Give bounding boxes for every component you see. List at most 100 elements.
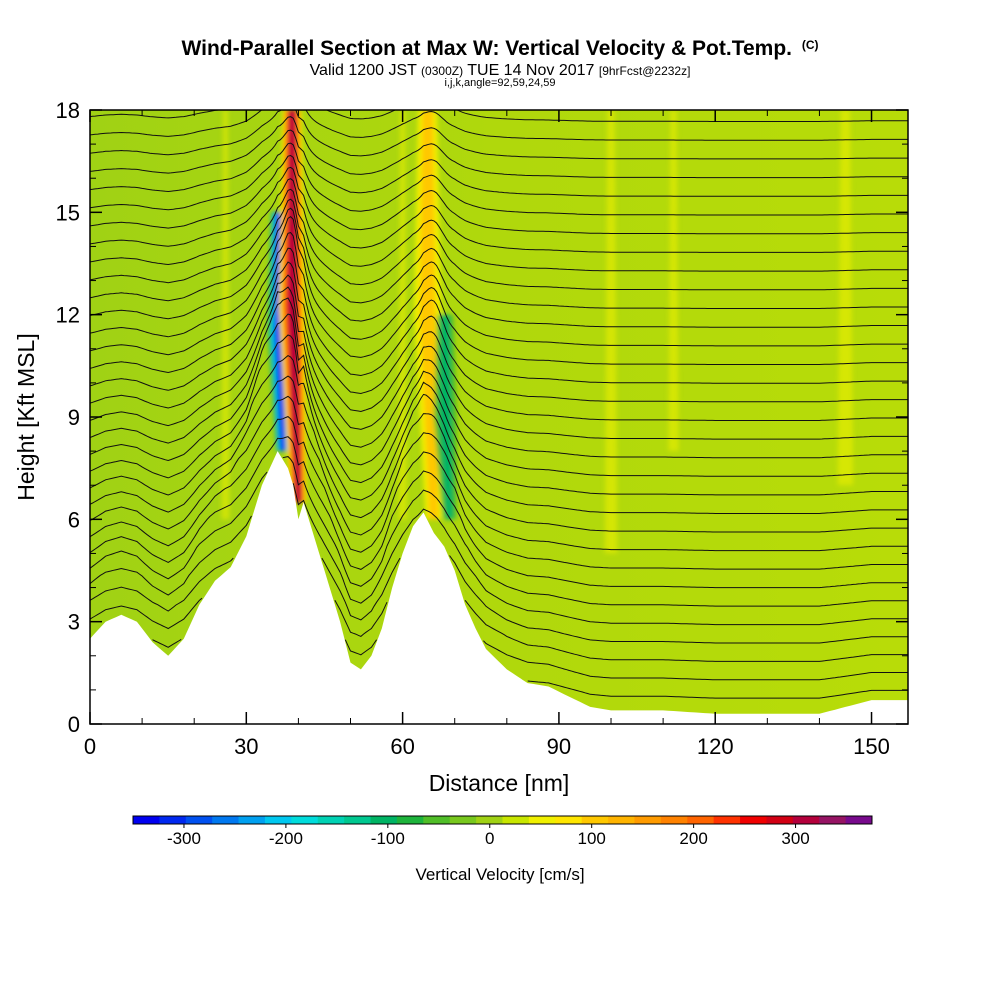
- colorbar-swatch-11: [423, 816, 451, 824]
- colorbar-swatch-20: [660, 816, 688, 824]
- chart-indices: i,j,k,angle=92,59,24,59: [444, 77, 556, 89]
- colorbar-label-5: 200: [679, 829, 707, 848]
- forecast-info: [9hrFcst@2232z]: [598, 64, 691, 78]
- x-tick-label-5: 150: [853, 734, 890, 759]
- theta-contour-16: [90, 261, 908, 403]
- colorbar-swatch-27: [845, 816, 873, 824]
- x-axis-label: Distance [nm]: [429, 770, 570, 796]
- theta-contour-6: [90, 436, 908, 589]
- copyright-mark: (C): [801, 38, 819, 52]
- colorbar-swatch-21: [687, 816, 715, 824]
- theta-contour-0: [527, 680, 908, 699]
- valid-date: TUE 14 Nov 2017: [467, 62, 595, 79]
- colorbar-swatch-26: [819, 816, 846, 824]
- velocity-band-0-5: [275, 212, 285, 452]
- x-axis: 0 30 60 90 120 150: [84, 110, 890, 759]
- colorbar-swatch-19: [634, 816, 662, 824]
- colorbar-swatch-6: [291, 816, 319, 824]
- colorbar-swatch-10: [396, 816, 424, 824]
- colorbar-frame: [132, 815, 873, 825]
- theta-contour-14: [90, 286, 908, 440]
- valid-utc: (0300Z): [421, 64, 464, 78]
- colorbar-title: Vertical Velocity [cm/s]: [415, 865, 584, 884]
- theta-contour-23: [90, 178, 908, 272]
- colorbar-swatch-23: [740, 816, 767, 824]
- y-axis: 0 3 6 9 12 15 18: [56, 98, 908, 737]
- plot-area: [90, 110, 908, 724]
- colorbar-label-0: -300: [167, 829, 201, 848]
- theta-contour-15: [90, 274, 908, 421]
- colorbar-swatch-0: [133, 816, 160, 824]
- colorbar-label-1: -200: [269, 829, 303, 848]
- chart-subtitle: Valid 1200 JST (0300Z) TUE 14 Nov 2017 […: [0, 62, 1000, 80]
- theta-contour-10: [90, 355, 908, 514]
- theta-contour-24: [90, 166, 908, 253]
- x-tick-label-3: 90: [547, 734, 571, 759]
- y-tick-label-3: 9: [68, 405, 80, 430]
- y-tick-label-4: 12: [56, 303, 80, 328]
- y-tick-label-5: 15: [56, 200, 80, 225]
- theta-contour-4: [90, 483, 908, 626]
- colorbar-swatch-12: [449, 816, 477, 824]
- x-tick-label-4: 120: [697, 734, 734, 759]
- theta-contour-31: [90, 110, 908, 122]
- colorbar-swatch-5: [264, 816, 292, 824]
- y-axis-label: Height [Kft MSL]: [13, 333, 39, 500]
- theta-contour-29: [90, 110, 908, 160]
- x-tick-label-0: 0: [84, 734, 96, 759]
- theta-contour-18: [90, 232, 908, 365]
- theta-contour-9: [90, 375, 908, 533]
- y-tick-label-6: 18: [56, 98, 80, 123]
- theta-contour-7: [90, 416, 908, 570]
- theta-contour-5: [90, 456, 908, 607]
- y-tick-label-0: 0: [68, 712, 80, 737]
- chart-title: Wind-Parallel Section at Max W: Vertical…: [0, 37, 1000, 61]
- colorbar-swatch-13: [476, 816, 503, 824]
- chart-title-text: Wind-Parallel Section at Max W: Vertical…: [181, 37, 792, 60]
- colorbar-label-4: 100: [578, 829, 606, 848]
- colorbar-swatch-4: [238, 816, 266, 824]
- y-tick-label-1: 3: [68, 610, 80, 635]
- theta-contour-17: [90, 247, 908, 384]
- colorbar-swatch-25: [792, 816, 820, 824]
- x-tick-label-1: 30: [234, 734, 258, 759]
- velocity-streak-2: [604, 110, 618, 554]
- colorbar-swatch-17: [581, 816, 609, 824]
- colorbar-swatch-15: [528, 816, 556, 824]
- theta-contour-22: [90, 188, 908, 291]
- theta-contour-28: [90, 116, 908, 179]
- colorbar-swatch-9: [370, 816, 398, 824]
- colorbar-swatch-22: [713, 816, 741, 824]
- colorbar-swatch-14: [502, 816, 530, 824]
- colorbar-label-2: -100: [371, 829, 405, 848]
- colorbar-swatch-24: [766, 816, 794, 824]
- colorbar-label-3: 0: [485, 829, 494, 848]
- theta-contour-30: [90, 110, 908, 141]
- theta-contour-3: [90, 555, 908, 644]
- valid-prefix: Valid 1200 JST: [309, 62, 417, 79]
- colorbar-swatch-18: [608, 816, 635, 824]
- theta-contour-26: [90, 142, 908, 216]
- velocity-streak-1: [398, 110, 407, 520]
- theta-contour-21: [90, 198, 908, 309]
- colorbar-label-6: 300: [781, 829, 809, 848]
- colorbar-swatch-16: [555, 816, 583, 824]
- terrain-mask: [90, 451, 908, 724]
- colorbar-swatch-1: [159, 816, 187, 824]
- theta-contour-1: [152, 638, 908, 681]
- y-tick-label-2: 6: [68, 507, 80, 532]
- theta-contour-2: [90, 597, 908, 662]
- velocity-streak-4: [668, 110, 679, 452]
- theta-contour-8: [90, 395, 908, 552]
- velocity-streak-3: [837, 110, 854, 486]
- theta-contour-27: [90, 129, 908, 197]
- theta-contour-20: [90, 207, 908, 328]
- x-tick-label-2: 60: [390, 734, 414, 759]
- theta-contour-25: [90, 154, 908, 235]
- colorbar: -300 -200 -100 0 100 200 300: [132, 815, 873, 848]
- theta-contour-11: [90, 334, 908, 496]
- colorbar-swatch-3: [212, 816, 239, 824]
- theta-contour-19: [90, 215, 908, 347]
- colorbar-swatch-7: [317, 816, 345, 824]
